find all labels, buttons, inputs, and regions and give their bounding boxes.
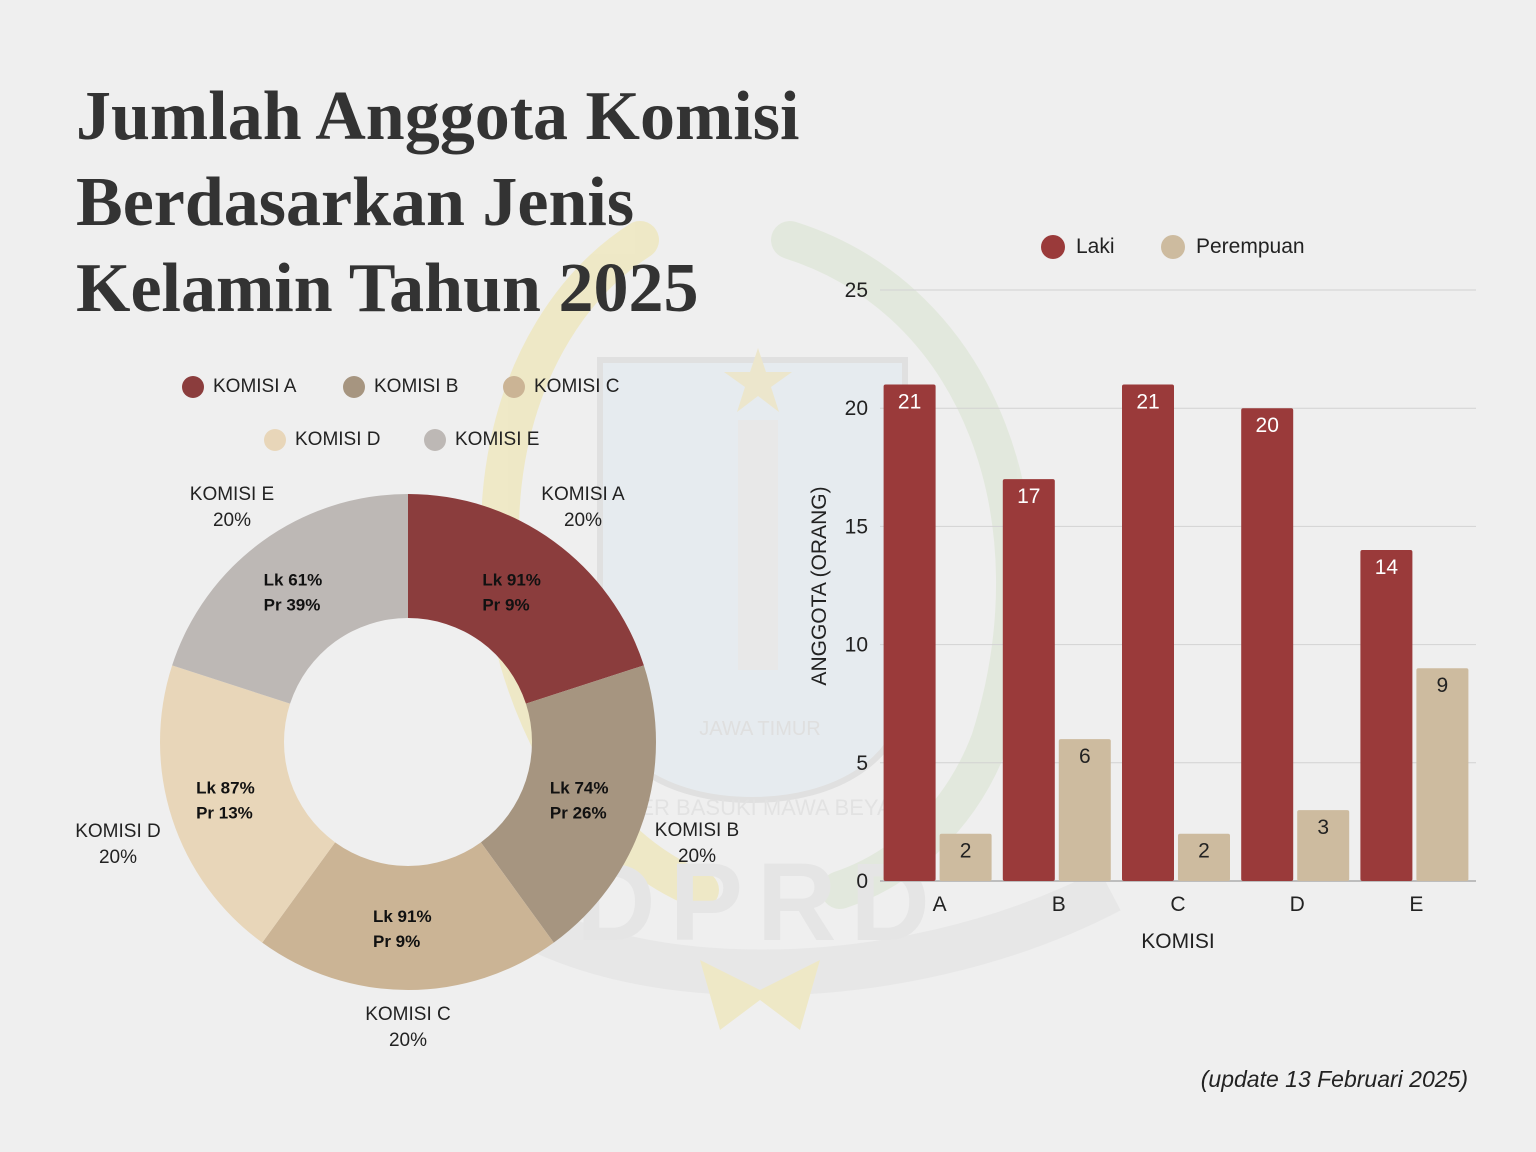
- legend-label: KOMISI A: [213, 376, 297, 397]
- legend-swatch: [1041, 235, 1065, 259]
- legend-perempuan: Perempuan: [1161, 235, 1305, 259]
- donut-slice: [480, 665, 656, 943]
- legend-komisi-b: KOMISI B: [343, 376, 458, 398]
- y-tick-label: 10: [845, 634, 868, 657]
- update-note: (update 13 Februari 2025): [1200, 1066, 1468, 1092]
- bar-value-label: 14: [1375, 556, 1399, 579]
- bar-perempuan: [1058, 739, 1111, 881]
- bar-laki: [1122, 384, 1174, 881]
- y-tick-label: 0: [856, 870, 868, 893]
- slice-inner-label: Lk 91%: [373, 907, 432, 926]
- monument-shape: [738, 420, 778, 670]
- bar-value-label: 17: [1017, 485, 1040, 508]
- bar-value-label: 2: [960, 840, 972, 863]
- slice-inner-label: Lk 91%: [482, 571, 541, 590]
- bar-value-label: 2: [1198, 840, 1210, 863]
- title-line: Jumlah Anggota Komisi: [76, 78, 800, 155]
- slice-outer-label: KOMISI B: [655, 820, 739, 841]
- y-tick-label: 25: [845, 279, 868, 302]
- star-icon: [724, 348, 792, 412]
- bar-laki: [883, 384, 936, 881]
- slice-outer-label: KOMISI C: [365, 1004, 451, 1025]
- title-line: Berdasarkan Jenis: [76, 164, 635, 241]
- slice-percent-label: 20%: [389, 1030, 427, 1051]
- bar-chart: 0 5 10 15 20 25 21 2 A 17 6 B 21 2 C 20 3 D 14 9 E KOMISI ANGG…: [808, 279, 1476, 953]
- ribbon-text: JAWA TIMUR: [699, 718, 820, 740]
- x-tick-label: B: [1052, 893, 1066, 916]
- motto-text: JER BASUKI MAWA BEYA: [628, 795, 892, 820]
- legend-label: KOMISI E: [455, 429, 540, 450]
- slice-outer-label: KOMISI D: [75, 821, 161, 842]
- bar-value-label: 6: [1079, 745, 1091, 768]
- slice-inner-label: Pr 26%: [550, 803, 607, 822]
- legend-komisi-e: KOMISI E: [424, 429, 539, 451]
- legend-komisi-a: KOMISI A: [182, 376, 296, 398]
- slice-inner-label: Lk 87%: [196, 778, 255, 797]
- donut-slice: [262, 842, 554, 990]
- emblem-text: DPRD: [576, 841, 944, 964]
- donut-slice: [172, 494, 408, 704]
- slice-percent-label: 20%: [678, 846, 716, 867]
- legend-label: KOMISI C: [534, 376, 620, 397]
- legend-label: KOMISI B: [374, 376, 459, 397]
- legend-label: Laki: [1076, 235, 1115, 258]
- bar-laki: [1360, 550, 1413, 881]
- bar-perempuan: [1297, 810, 1350, 881]
- slice-inner-label: Pr 13%: [196, 803, 253, 822]
- x-tick-label: D: [1290, 893, 1305, 916]
- donut-slice: [408, 494, 644, 704]
- slice-inner-label: Pr 9%: [482, 596, 529, 615]
- donut-chart: Lk 91% Pr 9% KOMISI A 20% Lk 74% Pr 26% KOMISI…: [75, 484, 739, 1051]
- slice-inner-label: Lk 61%: [264, 571, 323, 590]
- slice-inner-label: Pr 9%: [373, 932, 420, 951]
- y-axis-title: ANGGOTA (ORANG): [808, 486, 831, 685]
- slice-percent-label: 20%: [99, 847, 137, 868]
- legend-swatch: [343, 376, 365, 398]
- bar-perempuan: [1416, 668, 1469, 881]
- legend-label: KOMISI D: [295, 429, 381, 450]
- slice-outer-label: KOMISI E: [190, 484, 274, 505]
- y-tick-label: 5: [856, 752, 868, 775]
- legend-swatch: [1161, 235, 1185, 259]
- bar-value-label: 9: [1437, 674, 1449, 697]
- x-tick-label: C: [1170, 893, 1185, 916]
- x-tick-label: E: [1409, 893, 1423, 916]
- x-tick-label: A: [933, 893, 947, 916]
- title-line: Kelamin Tahun 2025: [76, 250, 699, 327]
- y-tick-label: 15: [845, 515, 868, 538]
- bow-icon: [700, 960, 820, 1030]
- slice-inner-label: Lk 74%: [550, 778, 609, 797]
- legend-swatch: [264, 429, 286, 451]
- page-title: Jumlah Anggota Komisi Berdasarkan Jenis …: [76, 74, 896, 332]
- slice-inner-label: Pr 39%: [264, 596, 321, 615]
- x-axis-title: KOMISI: [1141, 930, 1215, 953]
- bar-value-label: 21: [898, 391, 921, 414]
- legend-swatch: [182, 376, 204, 398]
- legend-komisi-c: KOMISI C: [503, 376, 620, 398]
- bar-value-label: 3: [1317, 816, 1329, 839]
- bar-perempuan: [939, 833, 992, 881]
- bar-laki: [1241, 408, 1294, 881]
- legend-komisi-d: KOMISI D: [264, 429, 381, 451]
- y-tick-label: 20: [845, 397, 868, 420]
- bar-value-label: 20: [1256, 414, 1279, 437]
- slice-outer-label: KOMISI A: [541, 484, 625, 505]
- legend-swatch: [503, 376, 525, 398]
- bar-laki: [1002, 479, 1055, 881]
- legend-swatch: [424, 429, 446, 451]
- donut-slice: [159, 665, 336, 943]
- bar-value-label: 21: [1136, 391, 1159, 414]
- legend-label: Perempuan: [1196, 235, 1305, 258]
- slice-percent-label: 20%: [564, 510, 602, 531]
- slice-percent-label: 20%: [213, 510, 251, 531]
- bar-perempuan: [1178, 833, 1230, 881]
- legend-laki: Laki: [1041, 235, 1115, 259]
